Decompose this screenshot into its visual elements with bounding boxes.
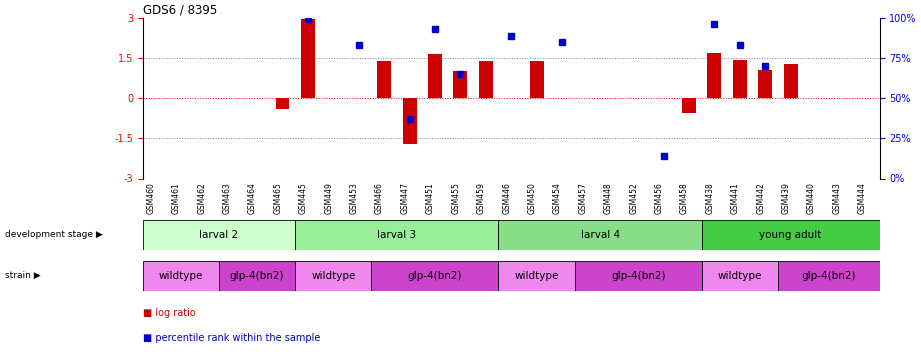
Text: GSM461: GSM461: [172, 182, 181, 214]
Text: wildtype: wildtype: [158, 271, 203, 281]
Text: GSM444: GSM444: [857, 182, 867, 214]
Text: GSM448: GSM448: [604, 182, 612, 214]
Bar: [296, 261, 371, 291]
Text: GSM451: GSM451: [426, 182, 435, 214]
Text: larval 2: larval 2: [200, 230, 239, 240]
Text: GSM440: GSM440: [807, 182, 816, 214]
Text: GSM464: GSM464: [248, 182, 257, 214]
Bar: [275, 98, 289, 109]
Bar: [530, 61, 543, 98]
Bar: [707, 53, 721, 98]
Bar: [453, 71, 467, 98]
Text: GSM459: GSM459: [477, 182, 485, 214]
Bar: [143, 220, 296, 250]
Text: GSM439: GSM439: [782, 182, 790, 214]
Text: glp-4(bn2): glp-4(bn2): [230, 271, 285, 281]
Text: wildtype: wildtype: [717, 271, 762, 281]
Bar: [428, 54, 442, 98]
Text: GDS6 / 8395: GDS6 / 8395: [143, 4, 217, 17]
Text: GSM457: GSM457: [578, 182, 588, 214]
Text: glp-4(bn2): glp-4(bn2): [408, 271, 462, 281]
Text: GSM460: GSM460: [146, 182, 156, 214]
Text: GSM466: GSM466: [375, 182, 384, 214]
Bar: [296, 220, 498, 250]
Bar: [702, 261, 778, 291]
Text: GSM465: GSM465: [274, 182, 283, 214]
Bar: [733, 60, 747, 98]
Text: development stage ▶: development stage ▶: [5, 230, 102, 239]
Text: GSM442: GSM442: [756, 182, 765, 214]
Text: larval 3: larval 3: [378, 230, 416, 240]
Text: glp-4(bn2): glp-4(bn2): [801, 271, 856, 281]
Text: larval 4: larval 4: [580, 230, 620, 240]
Bar: [219, 261, 296, 291]
Text: GSM450: GSM450: [528, 182, 537, 214]
Bar: [784, 64, 798, 98]
Bar: [371, 261, 498, 291]
Text: GSM443: GSM443: [833, 182, 842, 214]
Text: GSM449: GSM449: [324, 182, 333, 214]
Text: GSM453: GSM453: [350, 182, 358, 214]
Bar: [301, 19, 315, 98]
Text: glp-4(bn2): glp-4(bn2): [611, 271, 666, 281]
Text: GSM463: GSM463: [223, 182, 232, 214]
Text: GSM446: GSM446: [502, 182, 511, 214]
Text: GSM455: GSM455: [451, 182, 460, 214]
Text: wildtype: wildtype: [311, 271, 356, 281]
Bar: [575, 261, 702, 291]
Text: GSM462: GSM462: [197, 182, 206, 214]
Text: strain ▶: strain ▶: [5, 271, 41, 280]
Bar: [479, 61, 493, 98]
Text: GSM458: GSM458: [680, 182, 689, 214]
Text: ■ percentile rank within the sample: ■ percentile rank within the sample: [143, 333, 321, 343]
Bar: [498, 261, 575, 291]
Text: GSM445: GSM445: [299, 182, 308, 214]
Text: GSM441: GSM441: [731, 182, 740, 214]
Bar: [682, 98, 696, 113]
Bar: [778, 261, 880, 291]
Text: young adult: young adult: [760, 230, 822, 240]
Bar: [702, 220, 880, 250]
Text: GSM456: GSM456: [655, 182, 664, 214]
Bar: [758, 70, 772, 98]
Text: GSM454: GSM454: [553, 182, 562, 214]
Bar: [498, 220, 702, 250]
Text: wildtype: wildtype: [514, 271, 559, 281]
Bar: [143, 261, 219, 291]
Bar: [377, 61, 391, 98]
Text: ■ log ratio: ■ log ratio: [143, 308, 195, 318]
Text: GSM447: GSM447: [401, 182, 410, 214]
Bar: [402, 98, 416, 144]
Text: GSM438: GSM438: [705, 182, 715, 214]
Text: GSM452: GSM452: [629, 182, 638, 214]
